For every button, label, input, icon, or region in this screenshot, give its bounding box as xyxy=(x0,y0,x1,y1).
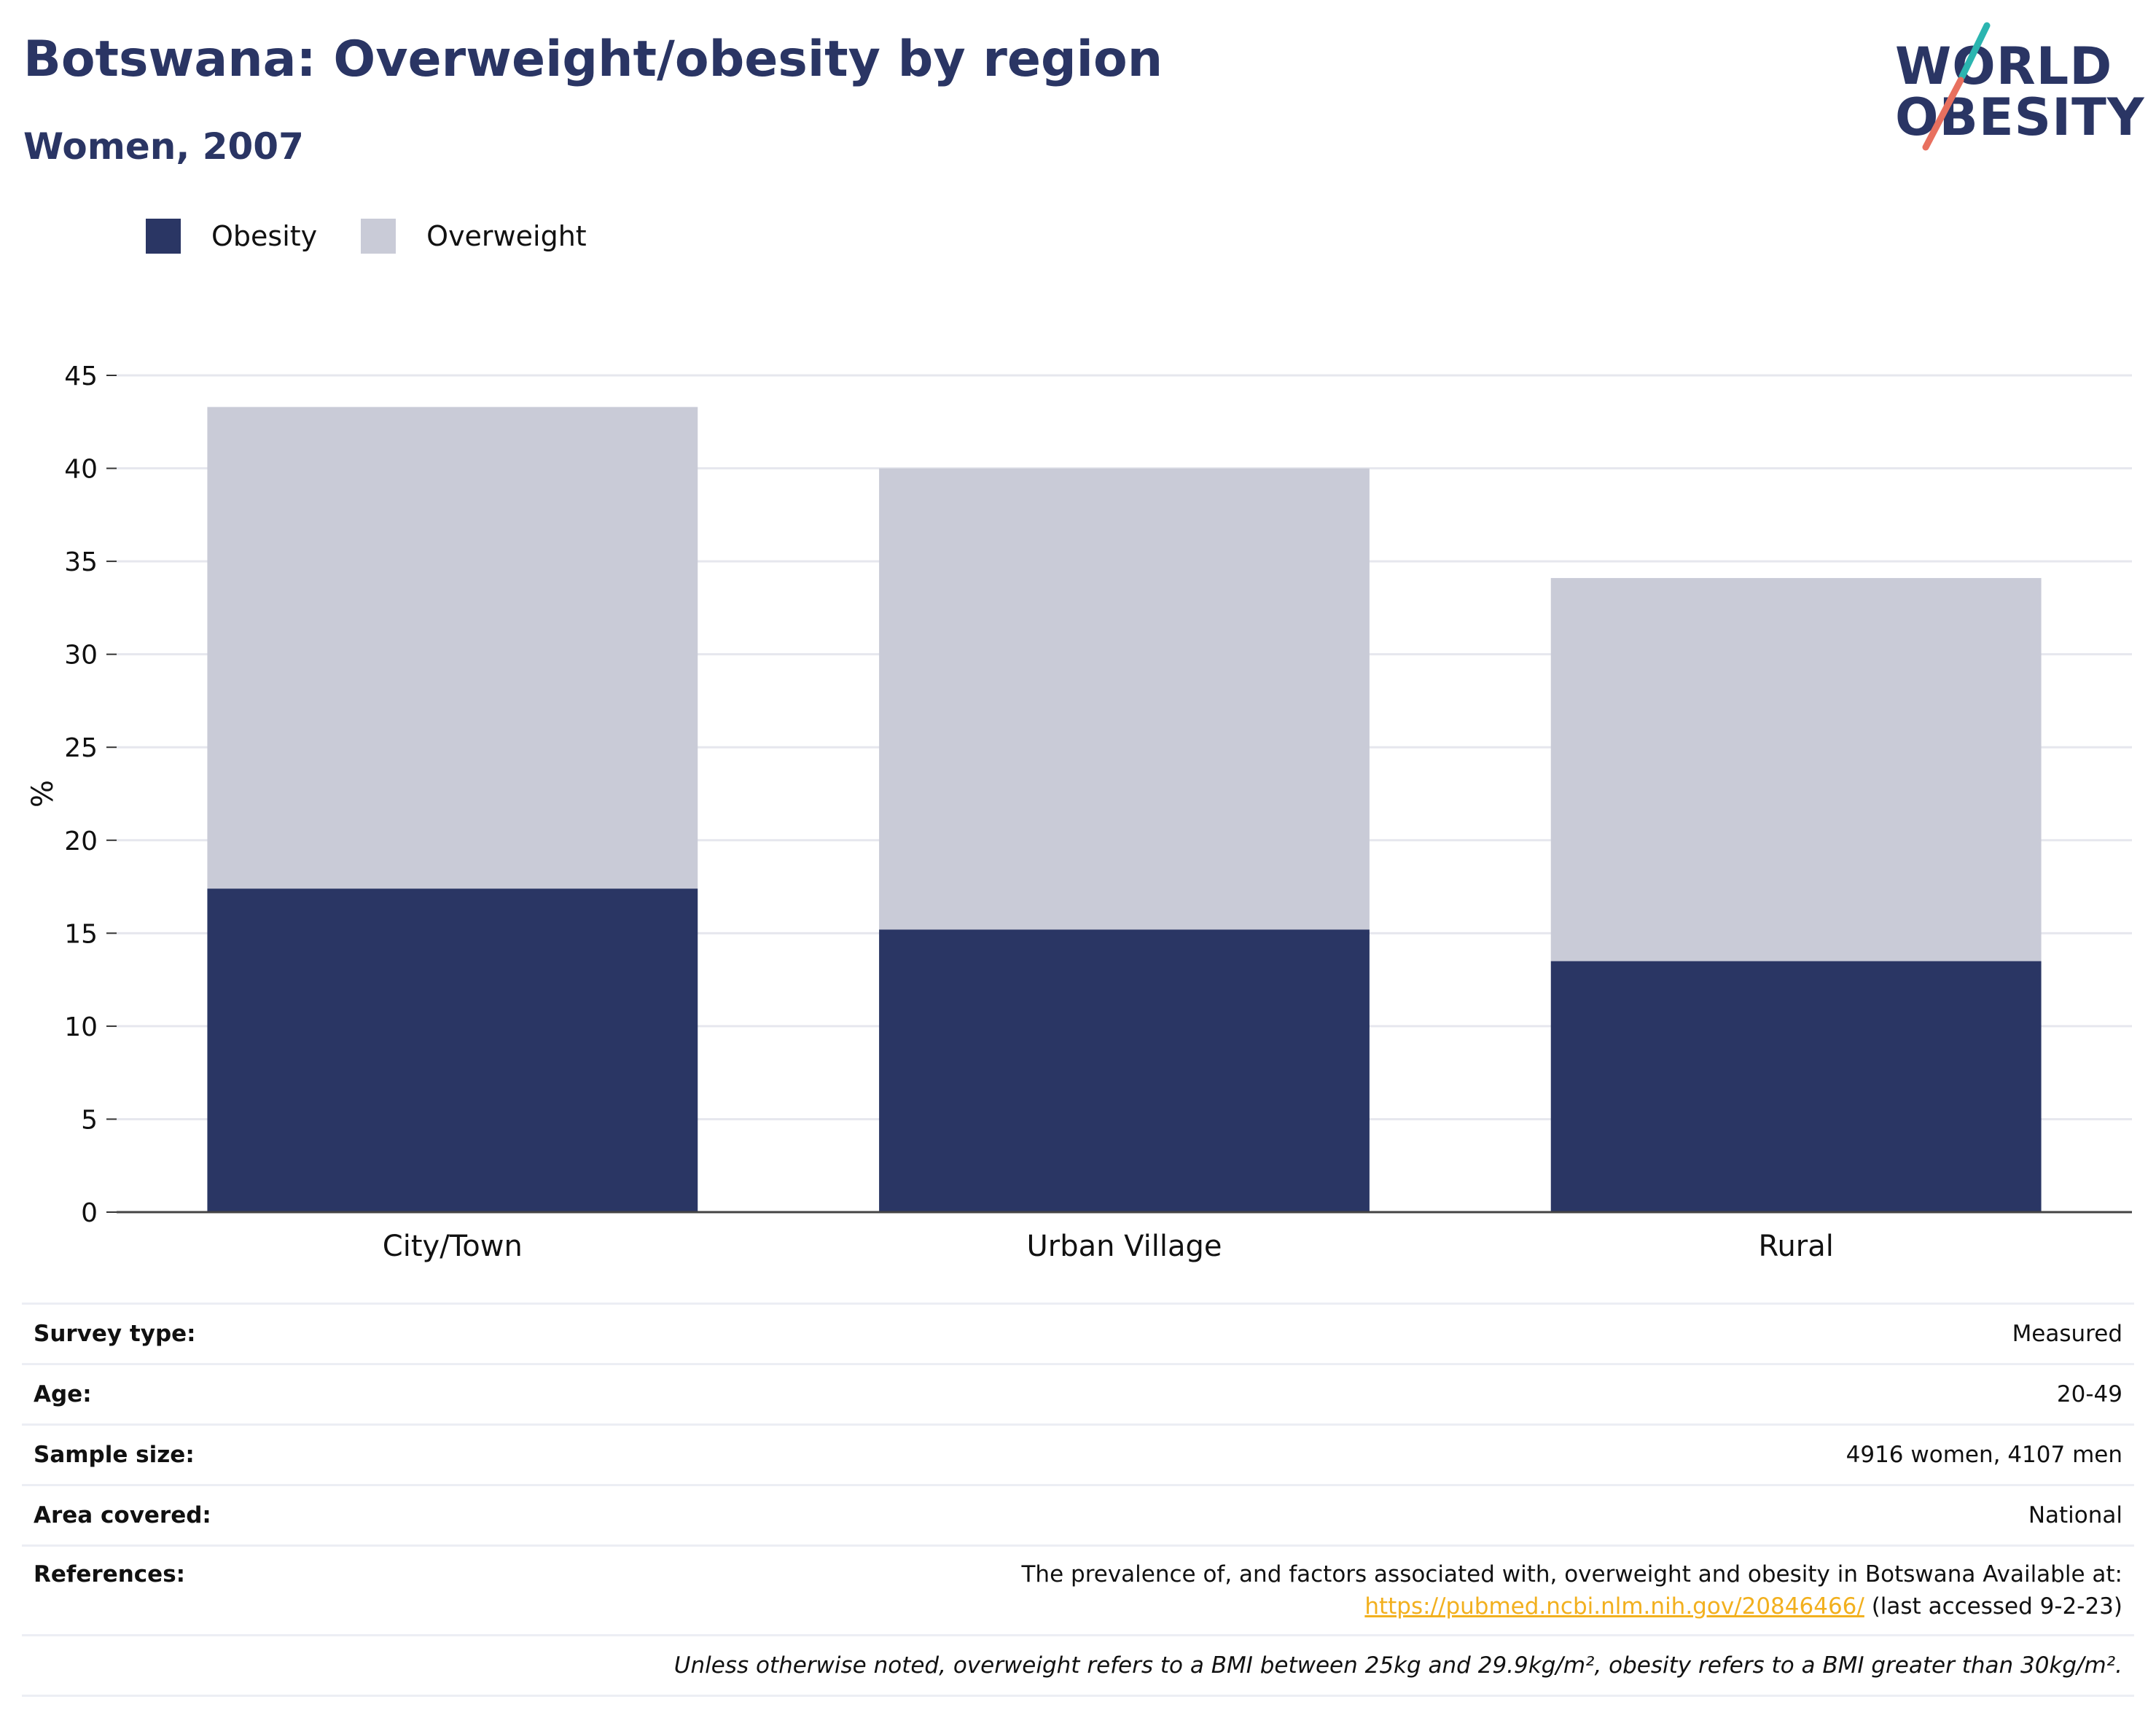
y-axis-label: % xyxy=(26,780,60,808)
references-link[interactable]: https://pubmed.ncbi.nlm.nih.gov/20846466… xyxy=(1364,1593,1864,1620)
info-value: 4916 women, 4107 men xyxy=(1846,1442,2122,1468)
info-label: Age: xyxy=(34,1381,92,1407)
legend-item-overweight[interactable]: Overweight xyxy=(361,219,587,254)
info-label: References: xyxy=(34,1561,186,1587)
logo-slash-icon xyxy=(1922,22,1991,151)
y-tick-label: 30 xyxy=(64,641,98,671)
x-tick-label: Urban Village xyxy=(1026,1230,1222,1263)
legend-label-obesity: Obesity xyxy=(211,220,318,252)
info-value: 20-49 xyxy=(2056,1381,2122,1407)
bar-chart: 0 5 10 15 20 25 30 35 40 45% City/Town Urban Villag… xyxy=(26,362,2132,1263)
references-value: The prevalence of, and factors associate… xyxy=(1022,1558,2123,1622)
bar-obesity-2 xyxy=(1550,961,2042,1212)
x-tick-label: Rural xyxy=(1758,1230,1833,1263)
info-row-area-covered: Area covered: National xyxy=(22,1486,2134,1547)
logo-line-1: WORLD xyxy=(1895,36,2113,96)
info-value: Measured xyxy=(2012,1321,2122,1347)
y-tick-label: 5 xyxy=(81,1105,98,1135)
y-tick-label: 0 xyxy=(81,1198,98,1228)
references-text: The prevalence of, and factors associate… xyxy=(1021,1561,2123,1587)
info-row-age: Age: 20-49 xyxy=(22,1365,2134,1426)
chart-legend: Obesity Overweight xyxy=(146,216,630,257)
references-suffix: (last accessed 9-2-23) xyxy=(1871,1593,2122,1620)
y-tick-label: 25 xyxy=(64,733,98,763)
bar-overweight-2 xyxy=(1550,578,2042,961)
info-row-sample-size: Sample size: 4916 women, 4107 men xyxy=(22,1426,2134,1486)
info-value: National xyxy=(2028,1502,2122,1528)
y-tick-label: 45 xyxy=(64,362,98,391)
legend-swatch-obesity xyxy=(146,219,181,254)
info-label: Sample size: xyxy=(34,1442,195,1468)
legend-swatch-overweight xyxy=(361,219,397,254)
chart-subtitle: Women, 2007 xyxy=(23,125,304,168)
y-tick-label: 15 xyxy=(64,919,98,949)
logo-line-2: OBESITY xyxy=(1895,87,2145,147)
info-label: Area covered: xyxy=(34,1502,211,1528)
world-obesity-logo: WORLD OBESITY xyxy=(1895,22,2145,157)
x-tick-label: City/Town xyxy=(383,1230,523,1263)
survey-info-table: Survey type: Measured Age: 20-49 Sample … xyxy=(22,1303,2134,1697)
bar-obesity-1 xyxy=(879,929,1370,1212)
info-row-references: References: The prevalence of, and facto… xyxy=(22,1547,2134,1636)
bar-overweight-0 xyxy=(207,407,698,889)
info-label: Survey type: xyxy=(34,1321,196,1347)
legend-label-overweight: Overweight xyxy=(426,220,587,252)
y-tick-label: 40 xyxy=(64,455,98,485)
y-tick-label: 10 xyxy=(64,1012,98,1042)
bmi-footnote: Unless otherwise noted, overweight refer… xyxy=(22,1636,2134,1697)
bar-overweight-1 xyxy=(879,468,1370,930)
info-row-survey-type: Survey type: Measured xyxy=(22,1305,2134,1365)
y-tick-label: 20 xyxy=(64,827,98,856)
y-tick-label: 35 xyxy=(64,547,98,577)
legend-item-obesity[interactable]: Obesity xyxy=(146,219,317,254)
chart-title: Botswana: Overweight/obesity by region xyxy=(23,31,1163,88)
bar-obesity-0 xyxy=(207,889,698,1212)
